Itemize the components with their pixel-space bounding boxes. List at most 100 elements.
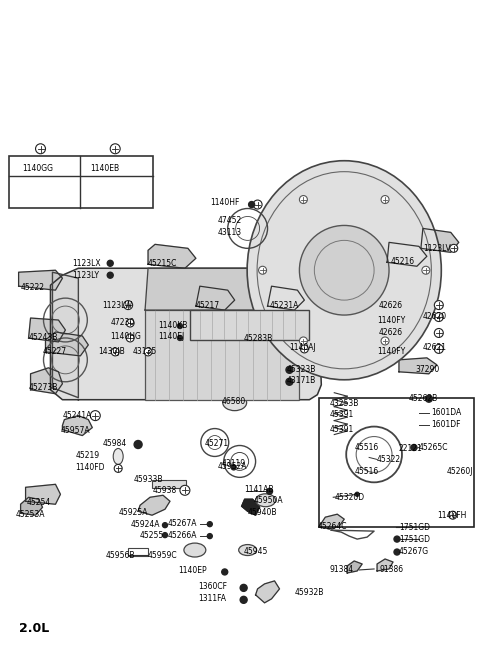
Circle shape [449,511,457,519]
Polygon shape [50,269,321,400]
Text: 45956B: 45956B [105,550,135,559]
Circle shape [36,144,46,154]
Text: 46580: 46580 [222,397,246,406]
Text: 1140KB: 1140KB [158,320,187,329]
Polygon shape [399,358,437,374]
Text: 43171B: 43171B [287,376,316,385]
Text: 1140HF: 1140HF [210,198,239,207]
Circle shape [434,301,444,310]
Polygon shape [138,495,170,515]
Bar [145,310,300,400]
Polygon shape [196,286,235,310]
Polygon shape [371,302,399,324]
Polygon shape [319,514,344,529]
Text: 91384: 91384 [329,565,353,574]
Circle shape [107,272,113,278]
Polygon shape [374,336,401,358]
Text: 45933B: 45933B [133,475,163,484]
Text: 45938: 45938 [153,486,177,495]
Circle shape [253,200,262,209]
Circle shape [266,489,273,495]
Bar [9,156,153,208]
Text: 45924A: 45924A [130,519,160,529]
Text: 45391: 45391 [329,425,354,434]
Circle shape [286,366,293,373]
Text: 42626: 42626 [379,301,403,310]
Bar [128,548,148,556]
Circle shape [222,569,228,575]
Circle shape [249,202,254,208]
Circle shape [411,445,417,451]
Polygon shape [148,244,196,269]
Text: 45255: 45255 [140,531,164,540]
Circle shape [124,301,132,310]
Text: 22121: 22121 [399,444,423,453]
Circle shape [394,549,400,555]
Ellipse shape [247,160,441,380]
Circle shape [381,196,389,204]
Text: 1140EJ: 1140EJ [158,333,184,341]
Polygon shape [21,497,43,515]
Polygon shape [373,316,401,338]
Text: 45254: 45254 [26,498,51,507]
Text: 45940B: 45940B [248,508,277,517]
Text: 45219: 45219 [75,451,99,460]
Text: 45984: 45984 [102,439,127,448]
Text: 2.0L: 2.0L [19,622,49,635]
Text: 45271: 45271 [205,439,229,448]
Polygon shape [347,561,362,573]
Text: 45217: 45217 [196,301,220,310]
Bar [190,310,310,340]
Text: 42621: 42621 [423,343,447,352]
Text: 45283B: 45283B [244,335,273,343]
Polygon shape [267,286,304,310]
Ellipse shape [239,544,257,555]
Circle shape [163,523,168,528]
Text: 45932B: 45932B [294,588,324,597]
Ellipse shape [256,494,276,507]
Circle shape [259,267,266,274]
Circle shape [180,485,190,495]
Circle shape [107,260,113,267]
Text: 42620: 42620 [423,312,447,320]
Circle shape [178,324,182,329]
Text: 45273B: 45273B [29,383,58,392]
Text: 1751GD: 1751GD [399,534,430,544]
Circle shape [300,337,307,345]
Polygon shape [46,332,88,356]
Bar [319,398,474,527]
Text: 1311FA: 1311FA [198,594,226,603]
Text: 47452: 47452 [218,216,242,225]
Polygon shape [421,229,459,252]
Ellipse shape [223,395,247,411]
Text: 45264C: 45264C [317,521,347,531]
Circle shape [300,345,308,353]
Text: 45323B: 45323B [287,365,316,374]
Circle shape [240,584,247,591]
Text: 43119: 43119 [222,459,246,468]
Text: 45262B: 45262B [409,394,438,403]
Text: 42626: 42626 [379,328,403,337]
Circle shape [381,337,389,345]
Text: 1141AB: 1141AB [245,485,274,494]
Polygon shape [387,242,427,267]
Circle shape [300,196,307,204]
Circle shape [434,312,444,322]
Circle shape [111,348,119,356]
Circle shape [231,465,236,470]
Text: 45391: 45391 [329,410,354,419]
Text: 45241A: 45241A [62,411,92,420]
Text: 1140FY: 1140FY [377,347,405,356]
Text: 1430JB: 1430JB [98,347,125,356]
Polygon shape [241,499,260,515]
Text: 45267A: 45267A [168,519,197,528]
Text: 1140EB: 1140EB [90,164,120,173]
Text: 45231A: 45231A [270,301,299,310]
Text: 45215C: 45215C [148,259,178,268]
Text: 91386: 91386 [379,565,403,574]
Circle shape [355,493,359,496]
Circle shape [240,596,247,603]
Text: 1123LX: 1123LX [72,259,101,268]
Polygon shape [377,559,393,571]
Polygon shape [256,581,279,603]
